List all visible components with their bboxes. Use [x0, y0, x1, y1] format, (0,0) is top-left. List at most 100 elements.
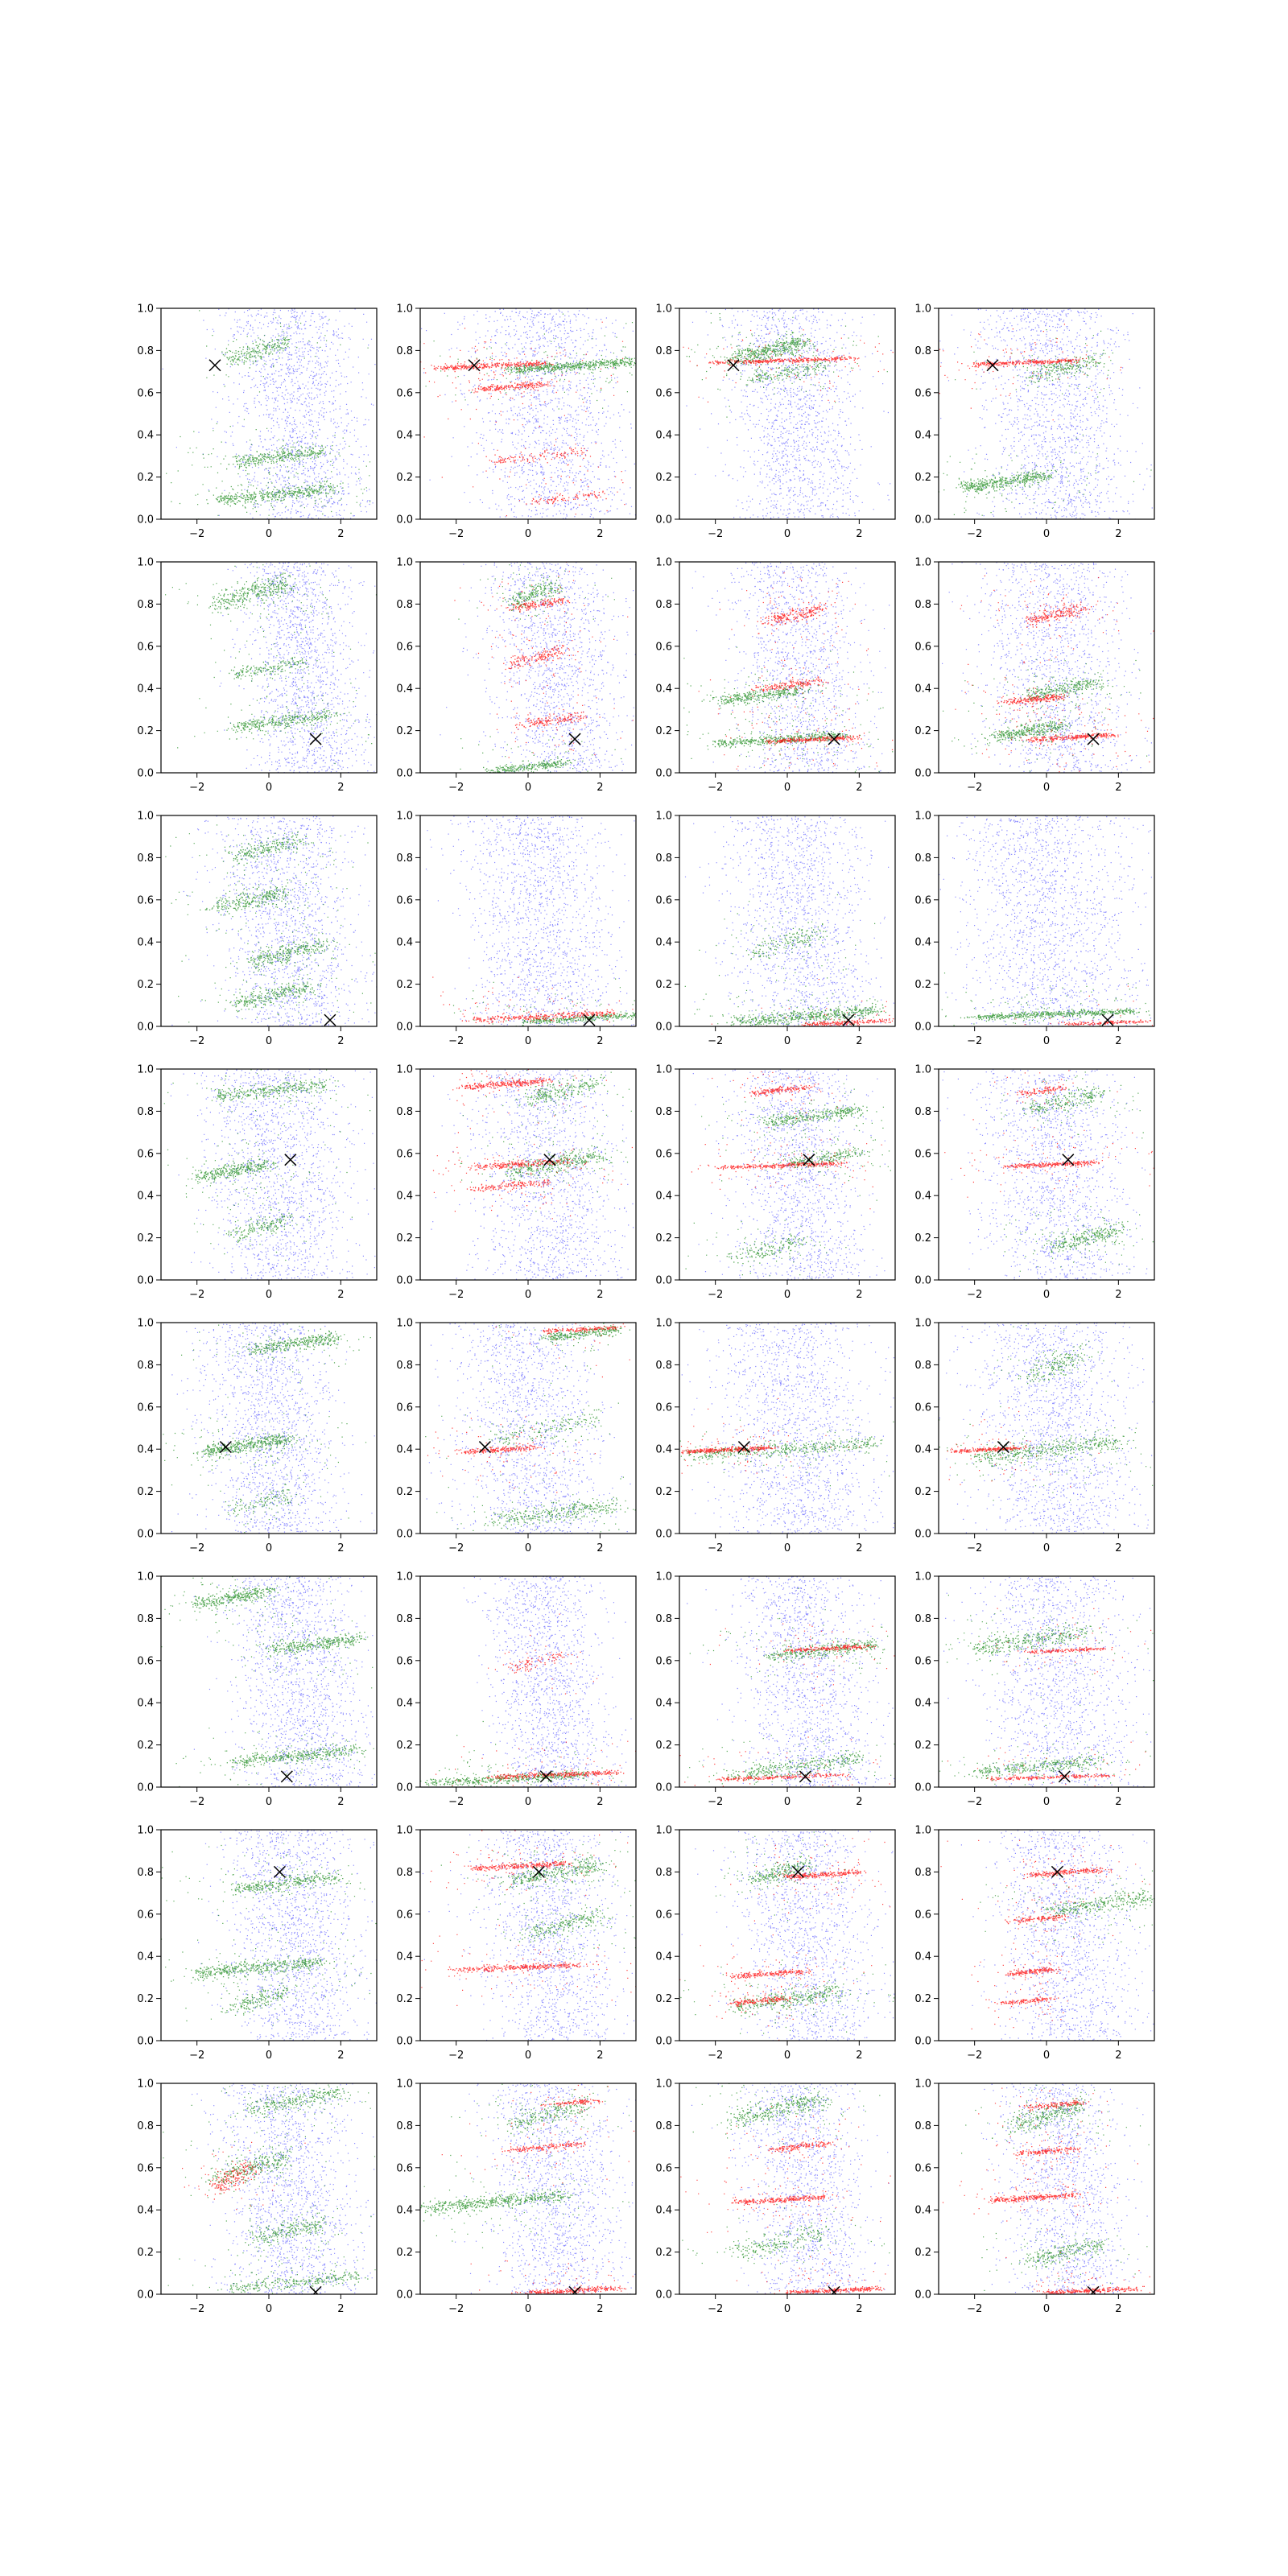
y-tick-label: 0.8 — [137, 345, 154, 357]
y-tick-label: 0.8 — [914, 345, 931, 357]
plot-area — [161, 2083, 377, 2294]
y-tick-label: 0.8 — [655, 1360, 672, 1372]
x-tick-label: −2 — [967, 782, 982, 794]
y-tick-label: 0.8 — [655, 345, 672, 357]
y-tick-label: 0.6 — [137, 387, 154, 399]
y-tick-label: 0.6 — [137, 641, 154, 653]
x-tick-label: 2 — [597, 2303, 603, 2315]
x-tick-label: 0 — [525, 1035, 531, 1047]
y-tick-label: 0.8 — [396, 1867, 413, 1879]
x-tick-label: 2 — [856, 1035, 862, 1047]
y-tick-label: 0.6 — [655, 641, 672, 653]
x-tick-label: 2 — [1115, 1035, 1121, 1047]
y-tick-label: 1.0 — [137, 1571, 154, 1583]
y-tick-label: 0.4 — [396, 1191, 413, 1203]
y-tick-label: 0.8 — [914, 599, 931, 611]
x-tick-label: 2 — [337, 2050, 344, 2062]
y-tick-label: 0.6 — [137, 894, 154, 906]
x-tick-label: 2 — [597, 2050, 603, 2062]
y-tick-label: 1.0 — [396, 1571, 413, 1583]
x-tick-label: 2 — [337, 1289, 344, 1301]
plot-area — [420, 2083, 636, 2294]
y-tick-label: 0.2 — [137, 1740, 154, 1752]
y-tick-label: 0.2 — [396, 2247, 413, 2259]
x-tick-label: 0 — [266, 2050, 272, 2062]
y-tick-label: 0.4 — [137, 1698, 154, 1710]
x-tick-label: 2 — [1115, 2303, 1121, 2315]
y-tick-label: 0.8 — [914, 1106, 931, 1118]
y-tick-label: 0.6 — [914, 1909, 931, 1921]
x-tick-label: 0 — [525, 1796, 531, 1808]
x-tick-label: 0 — [1043, 1796, 1050, 1808]
y-tick-label: 0.0 — [137, 514, 154, 526]
y-tick-label: 0.2 — [137, 1232, 154, 1245]
subplot-r2-c4: −2 0 20.00.20.40.60.81.0 — [913, 557, 1173, 795]
y-tick-label: 0.2 — [914, 1232, 931, 1245]
x-tick-label: −2 — [708, 1796, 723, 1808]
x-tick-label: 2 — [1115, 2050, 1121, 2062]
y-tick-label: 0.0 — [914, 2289, 931, 2301]
x-tick-label: −2 — [967, 2050, 982, 2062]
y-tick-label: 0.0 — [137, 1529, 154, 1541]
y-tick-label: 0.0 — [655, 1275, 672, 1287]
x-tick-label: −2 — [708, 2303, 723, 2315]
y-tick-label: 0.8 — [914, 1613, 931, 1625]
y-tick-label: 0.8 — [655, 852, 672, 865]
y-tick-label: 0.2 — [137, 2247, 154, 2259]
x-tick-label: 0 — [266, 782, 272, 794]
y-tick-label: 0.8 — [137, 2120, 154, 2132]
y-tick-label: 1.0 — [396, 811, 413, 823]
x-tick-label: −2 — [967, 1035, 982, 1047]
x-tick-label: 2 — [337, 2303, 344, 2315]
plot-area — [420, 562, 636, 773]
y-tick-label: 1.0 — [137, 2079, 154, 2091]
x-tick-label: 2 — [1115, 1289, 1121, 1301]
y-tick-label: 1.0 — [914, 1318, 931, 1330]
y-tick-label: 0.6 — [914, 894, 931, 906]
y-tick-label: 0.6 — [655, 894, 672, 906]
y-tick-label: 0.6 — [137, 2162, 154, 2174]
y-tick-label: 0.0 — [396, 768, 413, 780]
y-tick-label: 0.4 — [655, 430, 672, 442]
y-tick-label: 1.0 — [914, 811, 931, 823]
y-tick-label: 1.0 — [655, 1064, 672, 1076]
x-tick-label: 0 — [266, 1289, 272, 1301]
x-tick-label: −2 — [448, 2303, 464, 2315]
y-tick-label: 1.0 — [137, 811, 154, 823]
x-tick-label: −2 — [189, 1796, 204, 1808]
y-tick-label: 0.0 — [914, 2036, 931, 2048]
subplot-r6-c4: −2 0 20.00.20.40.60.81.0 — [845, 1571, 1288, 1822]
y-tick-label: 0.4 — [655, 1698, 672, 1710]
y-tick-label: 0.6 — [137, 1148, 154, 1160]
y-tick-label: 1.0 — [137, 303, 154, 316]
y-tick-label: 0.4 — [914, 1191, 931, 1203]
x-tick-label: −2 — [448, 1542, 464, 1554]
x-tick-label: −2 — [708, 1289, 723, 1301]
plot-area — [161, 1323, 377, 1534]
y-tick-label: 1.0 — [137, 1825, 154, 1837]
y-tick-label: 0.6 — [137, 1402, 154, 1414]
subplot-r3-c1: −2 0 20.00.20.40.60.81.0 — [137, 811, 439, 1048]
y-tick-label: 0.2 — [914, 472, 931, 484]
y-tick-label: 0.0 — [655, 1022, 672, 1034]
y-tick-label: 0.0 — [655, 2289, 672, 2301]
x-tick-label: 0 — [1043, 782, 1050, 794]
y-tick-label: 0.6 — [396, 641, 413, 653]
x-tick-label: 2 — [856, 2050, 862, 2062]
subplot-r4-c4: −2 0 20.00.20.40.60.81.0 — [914, 1060, 1185, 1301]
y-tick-label: 0.4 — [655, 1951, 672, 1963]
subplot-r2-c2: −2 0 20.00.20.40.60.81.0 — [396, 555, 667, 812]
x-tick-label: 2 — [337, 1035, 344, 1047]
y-tick-label: 0.2 — [137, 725, 154, 737]
y-tick-label: 0.4 — [655, 1444, 672, 1456]
y-tick-label: 0.8 — [396, 345, 413, 357]
y-tick-label: 0.0 — [655, 1782, 672, 1794]
y-tick-label: 0.2 — [914, 1993, 931, 2005]
y-tick-label: 0.0 — [137, 1782, 154, 1794]
y-tick-label: 0.8 — [137, 1613, 154, 1625]
plot-area — [939, 1576, 1154, 1787]
y-tick-label: 0.8 — [914, 2120, 931, 2132]
x-tick-label: 0 — [525, 782, 531, 794]
y-tick-label: 1.0 — [914, 1825, 931, 1837]
y-tick-label: 0.8 — [655, 1867, 672, 1879]
